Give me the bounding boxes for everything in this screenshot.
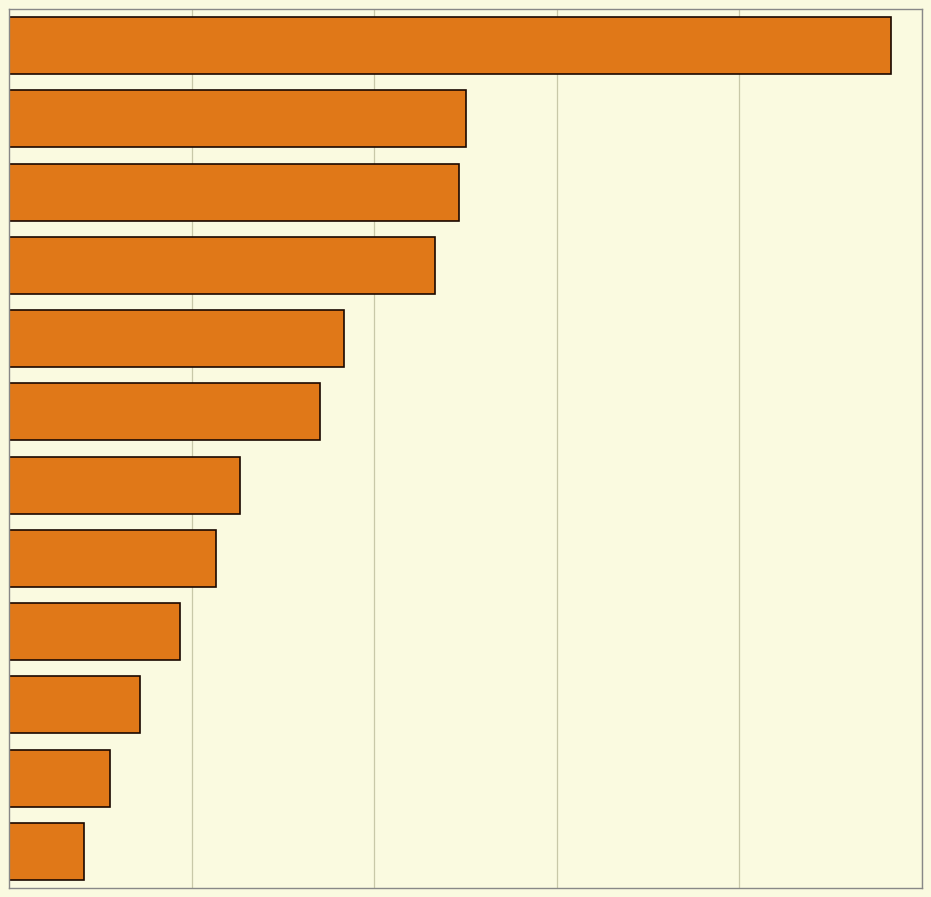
Bar bbox=[9, 530, 216, 587]
Bar bbox=[9, 310, 344, 367]
Bar bbox=[9, 17, 891, 74]
Bar bbox=[9, 823, 84, 880]
Bar bbox=[9, 750, 110, 806]
Bar bbox=[9, 163, 459, 221]
Bar bbox=[9, 603, 180, 660]
Bar bbox=[9, 237, 435, 294]
Bar bbox=[9, 383, 319, 440]
Bar bbox=[9, 676, 140, 734]
Bar bbox=[9, 457, 240, 514]
Bar bbox=[9, 91, 466, 147]
